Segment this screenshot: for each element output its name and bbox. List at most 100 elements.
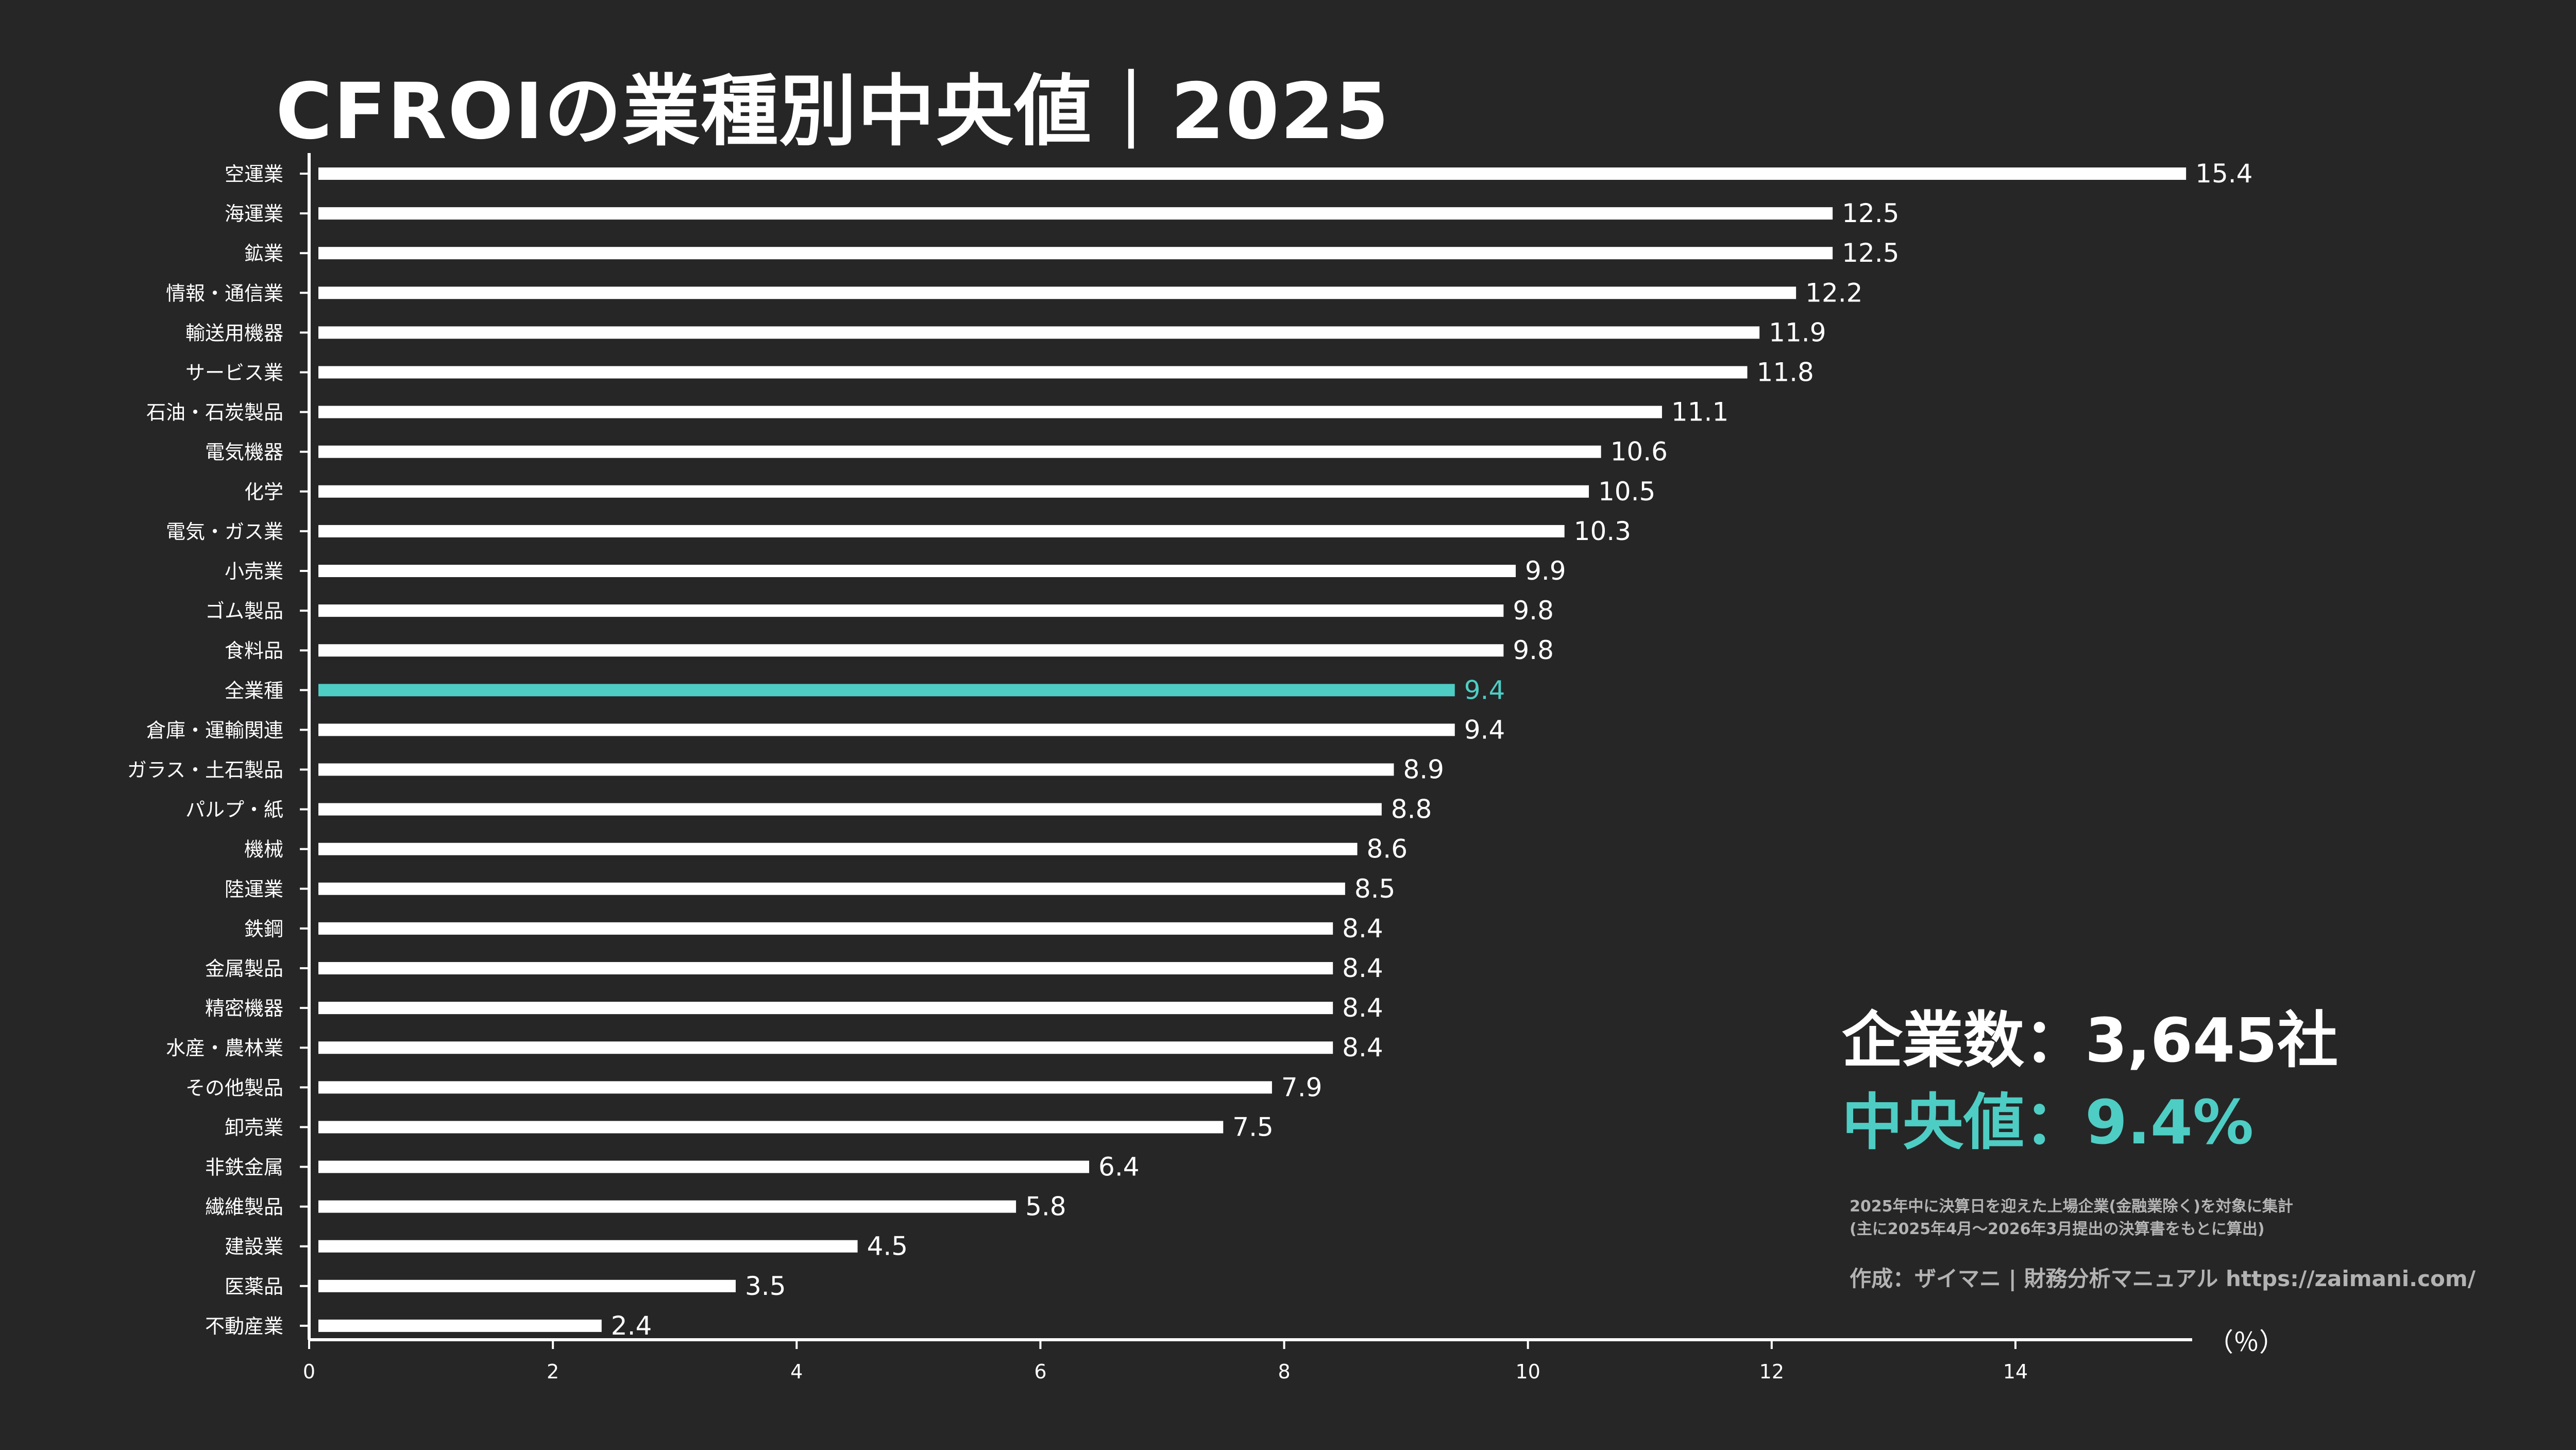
value-label: 8.6 — [1366, 834, 1408, 864]
category-label: ゴム製品 — [205, 600, 283, 622]
bar — [318, 366, 1748, 379]
value-label: 8.4 — [1342, 914, 1383, 943]
category-label: 全業種 — [225, 679, 283, 702]
category-label: 情報・通信業 — [166, 282, 283, 305]
category-label: 食料品 — [225, 639, 283, 662]
value-label: 11.1 — [1671, 397, 1728, 427]
category-label: 鉱業 — [244, 242, 283, 265]
summary-panel: 企業数：3,645社 中央値：9.4% — [1842, 1000, 2338, 1164]
bar — [318, 167, 2187, 180]
value-label: 9.9 — [1525, 556, 1566, 586]
value-label: 8.8 — [1391, 795, 1432, 824]
value-label: 10.5 — [1598, 477, 1655, 507]
value-label: 7.5 — [1232, 1112, 1274, 1142]
x-axis-unit-label: （％） — [2208, 1327, 2285, 1357]
category-label: 金属製品 — [205, 957, 283, 980]
category-label: 海運業 — [225, 203, 283, 225]
bar — [318, 445, 1601, 458]
category-label: その他製品 — [185, 1076, 283, 1099]
category-label: 水産・農林業 — [166, 1037, 283, 1059]
category-label: 空運業 — [225, 163, 283, 186]
value-label: 12.5 — [1842, 198, 1899, 228]
category-label: 化学 — [244, 481, 283, 503]
x-tick-label: 10 — [1516, 1360, 1540, 1383]
value-label: 12.2 — [1805, 278, 1862, 308]
bar — [318, 723, 1455, 736]
category-label: 機械 — [244, 838, 283, 861]
value-label: 12.5 — [1842, 238, 1899, 268]
value-label: 8.4 — [1342, 993, 1383, 1023]
bar — [318, 326, 1760, 339]
bar — [318, 207, 1833, 220]
category-label: 不動産業 — [205, 1315, 283, 1338]
note-line-2: (主に2025年4月〜2026年3月提出の決算書をもとに算出) — [1850, 1220, 2265, 1238]
category-label: パルプ・紙 — [185, 799, 283, 821]
value-label: 9.8 — [1513, 596, 1554, 626]
category-label: 精密機器 — [205, 997, 283, 1020]
category-label: 卸売業 — [225, 1116, 283, 1139]
value-label: 5.8 — [1025, 1192, 1066, 1222]
value-label: 8.5 — [1354, 874, 1396, 904]
value-label: 15.4 — [2195, 159, 2252, 189]
value-label: 9.4 — [1464, 715, 1505, 745]
x-tick-label: 6 — [1034, 1360, 1046, 1383]
bar — [318, 1002, 1333, 1015]
value-label: 3.5 — [745, 1271, 786, 1301]
bar — [318, 842, 1358, 855]
category-label: 繊維製品 — [205, 1196, 283, 1219]
bar — [318, 1041, 1333, 1054]
category-label: 小売業 — [225, 560, 283, 583]
bar — [318, 684, 1455, 697]
x-tick-label: 12 — [1759, 1360, 1784, 1383]
x-tick-label: 2 — [547, 1360, 559, 1383]
median-value: 中央値：9.4% — [1842, 1087, 2254, 1158]
x-tick-label: 4 — [790, 1360, 803, 1383]
x-tick-label: 14 — [2003, 1360, 2028, 1383]
value-label: 11.9 — [1769, 317, 1826, 347]
bar — [318, 565, 1516, 577]
bar — [318, 1319, 602, 1332]
value-label: 8.4 — [1342, 953, 1383, 983]
bar — [318, 247, 1833, 260]
bar — [318, 962, 1333, 974]
note-line-1: 2025年中に決算日を迎えた上場企業(金融業除く)を対象に集計 — [1850, 1198, 2293, 1216]
chart-title: CFROIの業種別中央値｜2025 — [276, 67, 1390, 157]
category-label: 石油・石炭製品 — [146, 401, 283, 424]
bar — [318, 1200, 1016, 1213]
value-label: 4.5 — [867, 1232, 908, 1261]
value-label: 11.8 — [1757, 358, 1814, 387]
bar — [318, 922, 1333, 935]
category-label: 輸送用機器 — [185, 322, 283, 344]
category-label: ガラス・土石製品 — [127, 759, 283, 782]
credit-line: 作成：ザイマニ | 財務分析マニュアル https://zaimani.com/ — [1850, 1266, 2476, 1291]
bar — [318, 406, 1662, 418]
value-label: 8.4 — [1342, 1033, 1383, 1063]
value-label: 2.4 — [611, 1311, 652, 1341]
bar — [318, 1279, 736, 1292]
category-label: 倉庫・運輸関連 — [146, 719, 283, 741]
category-label: 医薬品 — [225, 1275, 283, 1298]
value-label: 8.9 — [1403, 755, 1444, 785]
value-label: 6.4 — [1098, 1152, 1140, 1182]
value-label: 10.3 — [1574, 516, 1631, 546]
company-count: 企業数：3,645社 — [1842, 1005, 2338, 1076]
bar — [318, 525, 1565, 537]
category-label: 電気機器 — [205, 441, 283, 464]
bar — [318, 1160, 1090, 1173]
value-label: 9.8 — [1513, 635, 1554, 665]
bar — [318, 882, 1345, 895]
bar — [318, 803, 1382, 816]
category-label: 陸運業 — [225, 878, 283, 901]
x-tick-label: 8 — [1278, 1360, 1290, 1383]
methodology-note: 2025年中に決算日を迎えた上場企業(金融業除く)を対象に集計 (主に2025年… — [1850, 1195, 2293, 1240]
category-label: 電気・ガス業 — [166, 520, 283, 543]
bar — [318, 286, 1797, 299]
bar — [318, 1081, 1272, 1094]
bar — [318, 1121, 1224, 1134]
value-label: 9.4 — [1464, 675, 1505, 705]
value-label: 7.9 — [1281, 1072, 1323, 1102]
bar — [318, 604, 1504, 617]
category-label: 鉄鋼 — [244, 918, 283, 940]
